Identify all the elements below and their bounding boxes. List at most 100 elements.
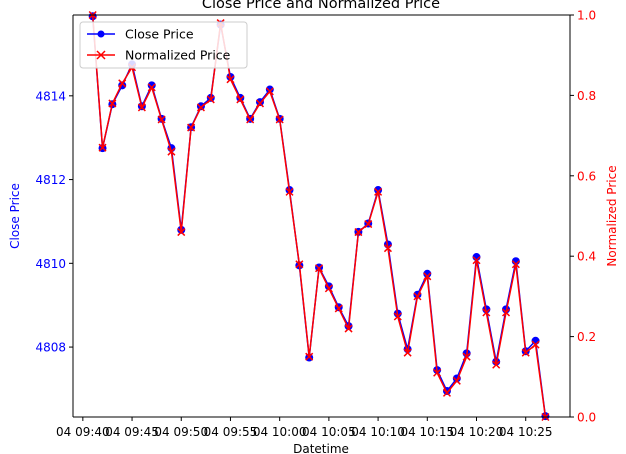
right-axis-ticks: 0.0 0.2 0.4 0.6 0.8 1.0 [570,9,596,425]
data-point [354,228,363,237]
data-point [423,269,432,278]
data-point [521,348,530,357]
data-point [393,312,402,321]
data-point [246,115,255,124]
x-tick-label: 04 09:45 [105,425,159,439]
marker-stroke [255,99,265,108]
data-point [315,264,324,273]
marker-stroke [226,75,235,84]
data-point [206,95,215,104]
marker-stroke [492,360,501,369]
data-point [177,228,186,237]
data-point [265,85,274,94]
data-point [383,244,392,253]
marker-stroke [305,352,314,361]
right-tick-label: 0.4 [577,250,596,264]
data-point [295,260,304,269]
x-tick-label: 04 10:20 [450,425,504,439]
data-point [275,115,284,124]
marker-stroke [196,103,205,112]
marker-stroke [482,308,491,317]
data-point [452,376,461,385]
marker-stroke [511,260,520,269]
marker-stroke [344,324,353,333]
legend-label-normalized: Normalized Price [125,48,231,63]
marker-stroke [315,264,324,273]
data-point [226,75,235,84]
right-tick-label: 0.6 [577,169,596,183]
chart-title: Close Price and Normalized Price [202,0,440,12]
data-point [531,340,540,349]
x-tick-label: 04 10:25 [499,425,553,439]
data-point [344,324,353,333]
data-point [374,187,383,196]
marker-stroke [383,244,392,253]
marker-stroke [531,340,540,349]
left-tick-label: 4814 [35,89,66,103]
legend: Close Price Normalized Price [79,21,248,69]
marker-stroke [187,123,196,132]
right-axis-label: Normalized Price [605,165,619,266]
marker-stroke [167,147,176,156]
data-point [187,123,196,132]
x-tick-label: 04 10:15 [400,425,454,439]
marker-stroke [275,115,284,124]
x-tick-label: 04 09:50 [154,425,208,439]
left-tick-label: 4810 [35,257,66,271]
data-point [374,186,383,195]
data-point [157,115,166,124]
right-tick-label: 1.0 [577,9,596,23]
data-point [305,352,314,361]
marker-stroke [236,95,245,104]
legend-marker-normalized [96,50,106,60]
right-tick-label: 0.2 [577,330,596,344]
marker-stroke [364,220,373,229]
marker-stroke [246,115,255,124]
data-point [492,360,501,369]
series-layer [88,10,550,422]
data-point [147,81,156,90]
data-point [196,102,205,111]
left-tick-label: 4812 [35,173,66,187]
data-point [196,103,205,112]
x-tick-label: 04 09:55 [204,425,258,439]
marker-stroke [442,388,452,397]
data-point [423,272,432,281]
marker-stroke [374,187,383,196]
plot-area [73,15,570,417]
marker-stroke [393,312,402,321]
legend-marker-close [97,30,105,38]
legend-box [79,21,248,69]
marker-stroke [157,115,166,124]
marker-stroke [334,304,343,313]
series-normalized-price [88,10,550,422]
marker-stroke [423,272,432,281]
data-point [118,79,127,88]
marker-stroke [462,352,471,361]
marker-stroke [98,143,107,152]
data-point [403,348,412,357]
data-point [472,256,481,265]
right-tick-label: 0.0 [577,411,596,425]
data-point [236,95,245,104]
marker-stroke [177,228,186,237]
marker-stroke [452,376,461,385]
x-tick-label: 04 10:10 [351,425,405,439]
data-point [511,260,520,269]
left-tick-label: 4808 [35,341,66,355]
marker-stroke [413,292,422,301]
data-point [364,220,373,229]
x-tick-label: 04 10:05 [302,425,356,439]
data-point [462,352,471,361]
marker-stroke [403,348,412,357]
data-point [265,87,274,96]
marker-stroke [501,308,511,317]
data-point [334,304,343,313]
data-point [98,143,107,152]
marker-stroke [137,103,146,112]
marker-stroke [472,256,481,265]
legend-label-close: Close Price [125,27,194,42]
marker-stroke [354,228,363,237]
marker-stroke [147,83,156,92]
